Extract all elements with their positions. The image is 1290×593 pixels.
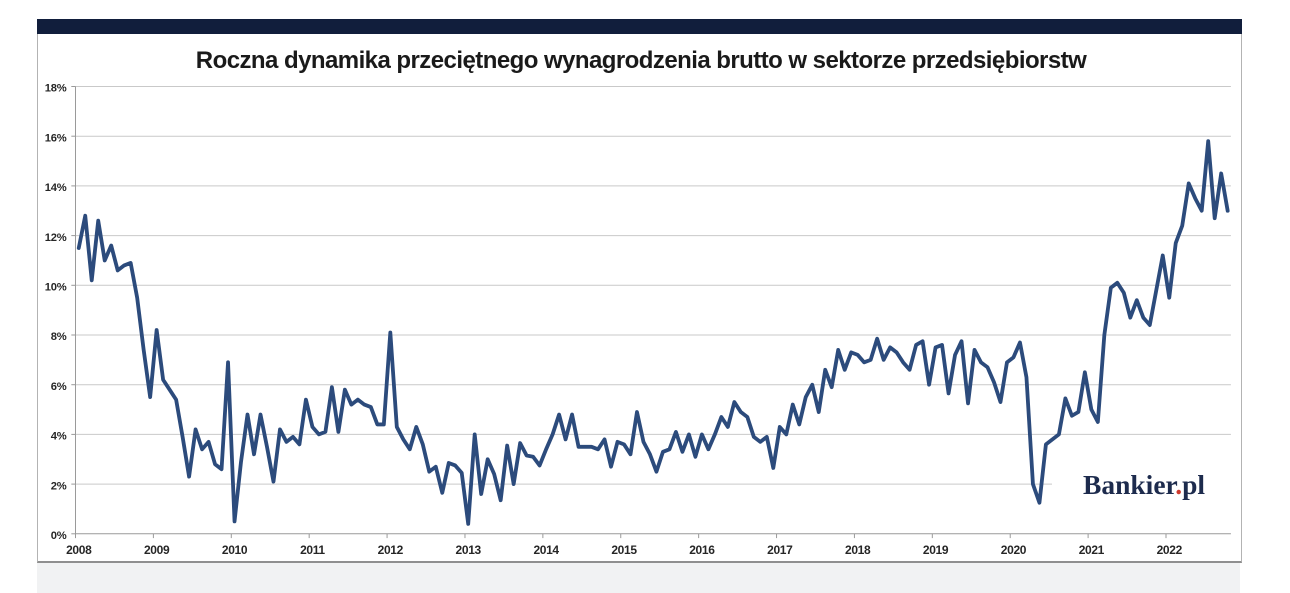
svg-text:2014: 2014 bbox=[533, 543, 559, 557]
svg-text:4%: 4% bbox=[51, 431, 67, 443]
svg-text:2015: 2015 bbox=[611, 543, 637, 557]
svg-text:10%: 10% bbox=[45, 282, 67, 294]
svg-text:2012: 2012 bbox=[378, 543, 404, 557]
svg-text:8%: 8% bbox=[51, 331, 67, 343]
svg-text:2017: 2017 bbox=[767, 543, 793, 557]
svg-text:2010: 2010 bbox=[222, 543, 248, 557]
svg-text:2019: 2019 bbox=[923, 543, 949, 557]
svg-text:2011: 2011 bbox=[300, 543, 325, 557]
svg-text:18%: 18% bbox=[45, 83, 67, 95]
svg-text:2018: 2018 bbox=[845, 543, 871, 557]
svg-text:2013: 2013 bbox=[456, 543, 482, 557]
svg-text:2022: 2022 bbox=[1157, 543, 1183, 557]
svg-text:16%: 16% bbox=[45, 132, 67, 144]
svg-text:2008: 2008 bbox=[66, 543, 92, 557]
svg-text:6%: 6% bbox=[51, 381, 67, 393]
svg-text:14%: 14% bbox=[45, 182, 67, 194]
svg-text:2021: 2021 bbox=[1079, 543, 1105, 557]
svg-text:12%: 12% bbox=[45, 232, 67, 244]
svg-text:2020: 2020 bbox=[1001, 543, 1027, 557]
svg-text:2%: 2% bbox=[51, 480, 67, 492]
svg-text:2016: 2016 bbox=[689, 543, 715, 557]
svg-text:0%: 0% bbox=[51, 530, 67, 542]
svg-text:2009: 2009 bbox=[144, 543, 170, 557]
